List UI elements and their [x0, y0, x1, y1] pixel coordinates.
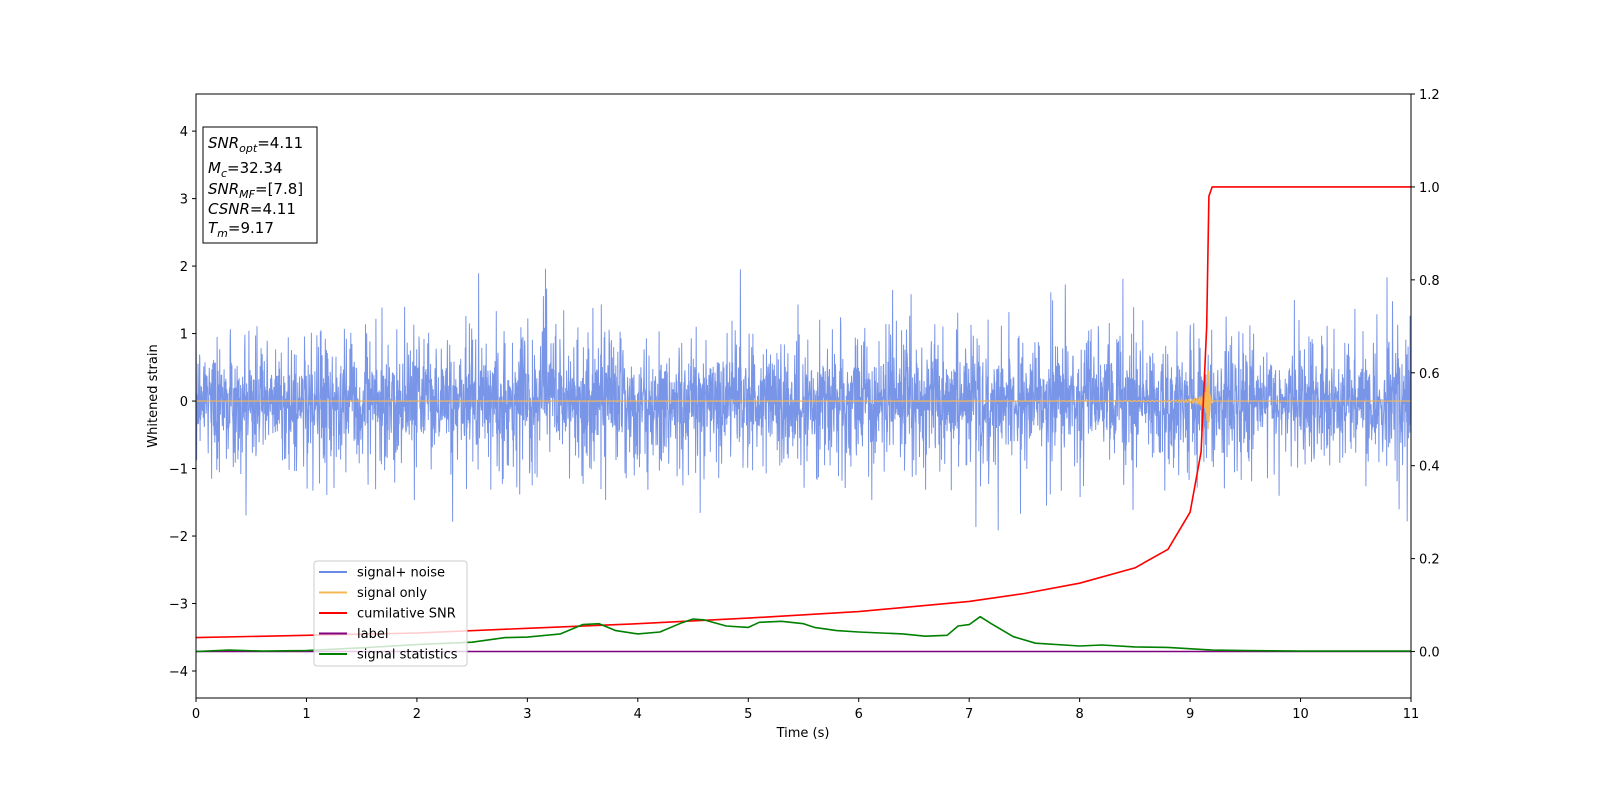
x-tick-label: 1 [302, 707, 310, 722]
y-right-tick-label: 1.2 [1419, 88, 1440, 103]
info-line: SNRopt=4.11 [208, 134, 303, 155]
series-cumulative-snr [195, 186, 1411, 639]
series-signal-statistics [195, 615, 1411, 653]
x-axis: 0 1 2 3 4 5 6 7 8 9 10 11 [192, 698, 1419, 722]
y-left-tick-label: −2 [169, 530, 188, 545]
x-axis-label: Time (s) [776, 726, 830, 741]
series-signal-noise [195, 268, 1412, 531]
x-tick-label: 5 [744, 707, 752, 722]
x-tick-label: 8 [1075, 707, 1083, 722]
y-right-tick-label: 0.2 [1419, 553, 1440, 568]
y-right-tick-label: 0.4 [1419, 460, 1440, 475]
y-left-tick-label: −1 [169, 463, 188, 478]
y-right-tick-label: 0.0 [1419, 646, 1440, 661]
y-left-tick-label: −3 [169, 598, 188, 613]
x-tick-label: 2 [413, 707, 421, 722]
x-tick-label: 4 [634, 707, 642, 722]
y-left-tick-label: 1 [180, 328, 188, 343]
axes-frame [195, 93, 1412, 699]
y-left-tick-label: 0 [180, 395, 188, 410]
y-left-tick-label: 3 [180, 193, 188, 208]
x-tick-label: 0 [192, 707, 200, 722]
legend-label: label [357, 627, 388, 642]
y-left-tick-label: −4 [169, 665, 188, 680]
x-tick-label: 9 [1186, 707, 1194, 722]
y-axis-left: −4 −3 −2 −1 0 1 2 3 4 [169, 125, 196, 680]
info-line: CSNR=4.11 [208, 200, 296, 218]
y-left-tick-label: 2 [180, 260, 188, 275]
legend-frame [313, 560, 468, 667]
info-line: Mc=32.34 [208, 159, 283, 180]
y-axis-label: Whitened strain [146, 344, 161, 447]
legend-label: signal only [357, 586, 427, 601]
legend-label: cumilative SNR [357, 607, 456, 622]
y-axis-right: 0.0 0.2 0.4 0.6 0.8 1.0 1.2 [1411, 88, 1440, 661]
info-line: SNRMF=[7.8] [208, 180, 303, 201]
legend-label: signal+ noise [357, 566, 445, 581]
legend: signal+ noise signal only cumilative SNR la… [313, 560, 468, 667]
y-right-tick-label: 0.6 [1419, 367, 1440, 382]
x-tick-label: 7 [965, 707, 973, 722]
y-left-tick-label: 4 [180, 125, 188, 140]
info-box-frame [202, 126, 318, 244]
info-line: Tm=9.17 [208, 219, 274, 240]
info-annotation-box: SNRopt=4.11 Mc=32.34SNRMF=[7.8]CSNR=4.11T… [202, 126, 318, 244]
y-right-tick-label: 1.0 [1419, 181, 1440, 196]
y-right-tick-label: 0.8 [1419, 274, 1440, 289]
series-signal-only [196, 370, 1411, 430]
x-tick-label: 3 [523, 707, 531, 722]
legend-label: signal statistics [357, 648, 458, 663]
x-tick-label: 10 [1292, 707, 1309, 722]
x-tick-label: 6 [855, 707, 863, 722]
x-tick-label: 11 [1403, 707, 1420, 722]
